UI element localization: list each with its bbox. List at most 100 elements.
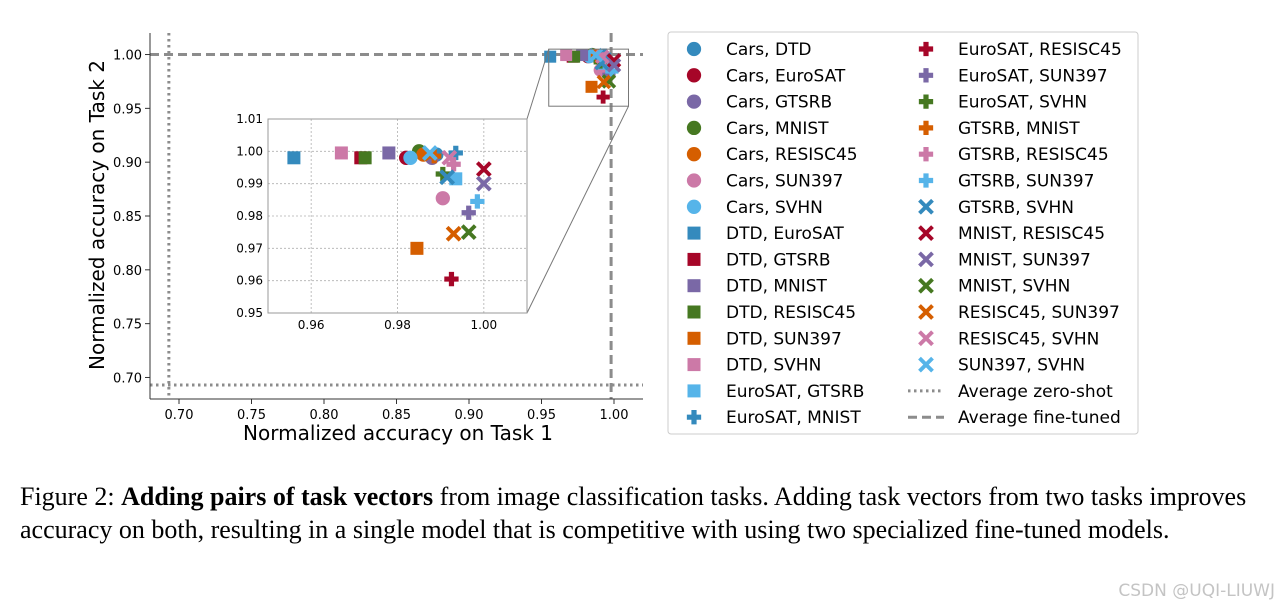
main-plot: 0.70 0.75 0.80 0.85 0.90 0.95 1.00 0.70 0.75 0.8… xyxy=(85,33,643,445)
legend-marker xyxy=(918,173,934,188)
inset-y-tick-label: 1.00 xyxy=(236,144,263,158)
legend-marker xyxy=(687,331,701,345)
y-tick-label: 0.95 xyxy=(113,102,142,117)
legend-label: EuroSAT, SUN397 xyxy=(958,66,1108,86)
caption-label: Figure 2: xyxy=(20,482,122,511)
data-point xyxy=(596,74,612,90)
legend-label: GTSRB, RESISC45 xyxy=(958,145,1109,165)
watermark: CSDN @UQI-LIUWJ xyxy=(1118,581,1275,601)
legend-label: EuroSAT, MNIST xyxy=(726,408,861,428)
inset-frame xyxy=(267,118,528,314)
legend-label: DTD, MNIST xyxy=(726,277,828,297)
inset-data-point xyxy=(382,146,396,160)
legend-label: SUN397, SVHN xyxy=(958,356,1085,376)
zoom-indicator xyxy=(526,48,629,314)
legend-marker xyxy=(687,252,701,266)
y-axis-label: Normalized accuracy on Task 2 xyxy=(85,60,109,370)
legend-marker xyxy=(686,120,702,136)
inset-data-point xyxy=(441,149,458,166)
inset-data-point xyxy=(435,191,450,206)
inset-y-tick-label: 0.97 xyxy=(236,241,263,255)
legend-label: Average zero-shot xyxy=(958,382,1113,402)
inset-x-ticks: 0.96 0.98 1.00 xyxy=(298,318,497,332)
inset-y-tick-label: 0.95 xyxy=(236,306,263,320)
legend-label: GTSRB, SUN397 xyxy=(958,172,1094,192)
legend-marker xyxy=(686,68,702,83)
inset-x-tick-label: 0.96 xyxy=(298,318,325,332)
legend-marker xyxy=(687,226,701,240)
x-tick-label: 0.90 xyxy=(455,408,484,423)
inset-data-points xyxy=(287,144,492,287)
legend-marker xyxy=(686,199,702,214)
legend-marker xyxy=(686,147,702,162)
legend-marker xyxy=(687,305,701,319)
data-point xyxy=(596,90,610,104)
legend-label: GTSRB, SVHN xyxy=(958,198,1074,218)
x-tick-label: 0.95 xyxy=(527,408,556,423)
legend-frame xyxy=(667,31,1139,435)
inset-y-tick-label: 1.01 xyxy=(236,112,263,126)
inset-x-tick-label: 1.00 xyxy=(470,318,497,332)
legend-label: DTD, GTSRB xyxy=(726,250,831,270)
x-tick-label: 0.75 xyxy=(237,408,266,423)
y-axis-ticks: 0.70 0.75 0.80 0.85 0.90 0.95 1.00 xyxy=(113,49,150,386)
inset-data-point xyxy=(445,225,462,242)
figure-caption: Figure 2: Adding pairs of task vectors f… xyxy=(20,480,1260,546)
legend-marker xyxy=(918,120,934,136)
legend-label: MNIST, SUN397 xyxy=(958,250,1091,270)
legend-label: Cars, SVHN xyxy=(726,198,823,218)
inset-y-tick-label: 0.99 xyxy=(236,177,263,191)
legend-label: Cars, DTD xyxy=(726,40,812,60)
legend-label: MNIST, RESISC45 xyxy=(958,224,1105,244)
inset-y-tick-label: 0.98 xyxy=(236,209,263,223)
x-tick-label: 0.70 xyxy=(165,408,194,423)
legend-label: Cars, RESISC45 xyxy=(726,145,858,165)
inset-data-point xyxy=(421,145,438,161)
inset-data-point xyxy=(460,224,477,241)
legend-marker xyxy=(918,225,934,241)
data-point xyxy=(605,64,619,78)
y-tick-label: 0.90 xyxy=(113,156,142,171)
inset-data-point xyxy=(470,194,485,209)
legend-label: EuroSAT, GTSRB xyxy=(726,382,864,402)
legend-marker xyxy=(918,147,934,162)
legend-marker xyxy=(918,94,934,109)
legend-marker xyxy=(918,277,934,294)
legend-marker xyxy=(918,251,934,268)
main-data-points xyxy=(544,47,622,104)
caption-text: from image classification tasks. Adding … xyxy=(20,482,1247,544)
legend-marker xyxy=(918,304,934,320)
inset-x-tick-label: 0.98 xyxy=(384,318,411,332)
legend-label: DTD, SUN397 xyxy=(726,329,842,349)
inset-data-point xyxy=(444,271,459,287)
data-point xyxy=(560,49,573,62)
x-tick-label: 0.85 xyxy=(382,408,411,423)
legend-label: EuroSAT, SVHN xyxy=(958,93,1087,113)
zoom-connector xyxy=(526,105,629,314)
legend-marker xyxy=(686,94,702,109)
legend-label: Cars, EuroSAT xyxy=(726,66,846,86)
zoom-box xyxy=(548,48,629,107)
legend-items: Cars, DTD Cars, EuroSAT Cars, GTSRB Cars, M… xyxy=(686,40,1122,428)
legend-label: Cars, GTSRB xyxy=(726,93,832,113)
inset-data-point xyxy=(287,151,301,165)
legend-marker xyxy=(918,198,934,215)
inset-data-point xyxy=(475,175,492,192)
data-point xyxy=(588,47,604,63)
legend-marker xyxy=(918,356,934,373)
legend-label: Cars, SUN397 xyxy=(726,172,843,192)
legend-label: Average fine-tuned xyxy=(958,408,1121,428)
legend-marker xyxy=(918,330,934,347)
legend-marker xyxy=(687,384,701,398)
caption-bold: Adding pairs of task vectors xyxy=(121,482,434,511)
inset-plot: 0.96 0.98 1.00 0.95 0.96 0.97 0.98 0.99 1.00 1.0… xyxy=(236,112,528,332)
x-tick-label: 1.00 xyxy=(600,408,629,423)
inset-y-ticks: 0.95 0.96 0.97 0.98 0.99 1.00 1.01 xyxy=(236,112,263,320)
legend-marker xyxy=(918,41,934,57)
legend-label: DTD, RESISC45 xyxy=(726,303,856,323)
legend-marker xyxy=(686,173,702,188)
legend-label: GTSRB, MNIST xyxy=(958,119,1080,139)
data-point xyxy=(602,68,616,82)
inset-data-point xyxy=(461,205,476,220)
legend-label: DTD, EuroSAT xyxy=(726,224,844,244)
